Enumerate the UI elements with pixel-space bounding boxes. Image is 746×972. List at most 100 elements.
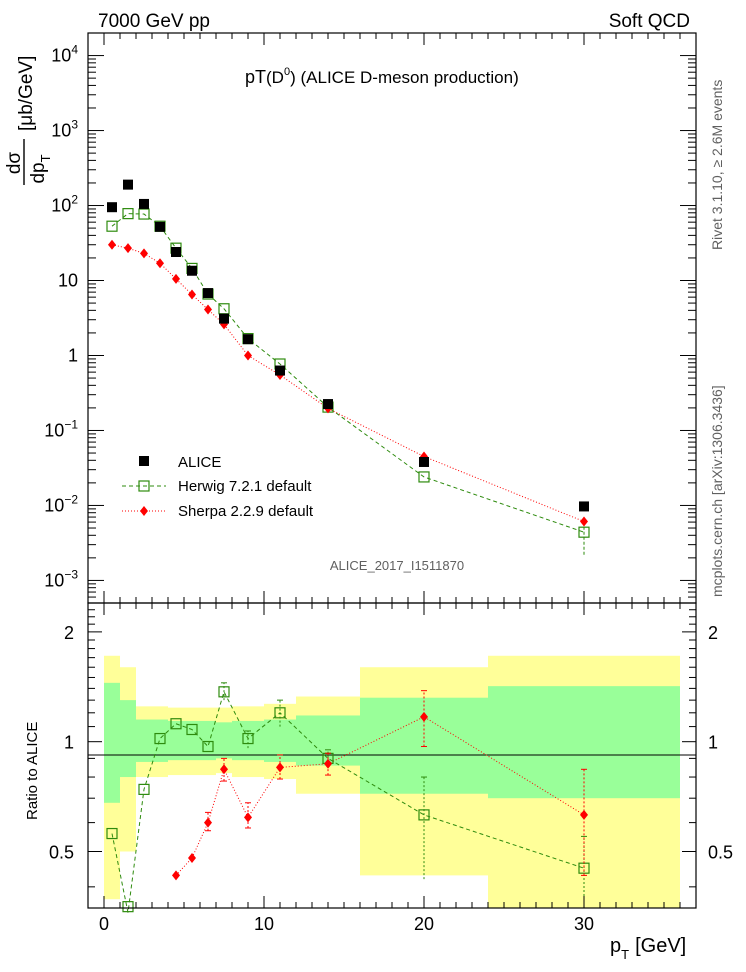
sherpa-point bbox=[156, 258, 164, 269]
y-tick-label-exp: 4 bbox=[71, 43, 78, 57]
ratio-band-inner bbox=[152, 719, 168, 762]
y-tick-label: 10−1 bbox=[44, 417, 78, 440]
sherpa-ratio-point bbox=[204, 817, 212, 828]
herwig-ratio-point bbox=[170, 718, 182, 730]
sherpa-ratio-point bbox=[172, 870, 180, 881]
y-tick-label-base: 10 bbox=[51, 196, 71, 216]
ratio-band-inner bbox=[184, 720, 200, 761]
x-label-main: p bbox=[610, 935, 621, 957]
herwig-ratio-line bbox=[111, 690, 585, 913]
herwig-point bbox=[138, 208, 150, 220]
alice-point bbox=[155, 221, 165, 232]
y-label-den-sub: T bbox=[38, 154, 53, 162]
alice-point bbox=[579, 501, 589, 512]
category-label: Soft QCD bbox=[609, 11, 690, 32]
herwig-point bbox=[578, 526, 590, 538]
ratio-band-inner bbox=[488, 686, 680, 799]
sherpa-point bbox=[244, 350, 252, 361]
herwig-ratio-point bbox=[154, 732, 166, 745]
sherpa-point bbox=[140, 248, 148, 259]
ratio-tick-label-right: 1 bbox=[708, 733, 718, 753]
y-tick-label: 1 bbox=[68, 345, 78, 365]
sherpa-point bbox=[188, 289, 196, 300]
ratio-axis-ticks: 0 10 20 30 0.5 0.5 1 1 2 2 bbox=[49, 602, 733, 934]
sherpa-point bbox=[204, 304, 212, 315]
legend-item-herwig: Herwig 7.2.1 default bbox=[122, 478, 312, 495]
legend-marker-herwig bbox=[138, 480, 150, 492]
energy-label: 7000 GeV pp bbox=[98, 11, 210, 32]
alice-point bbox=[275, 365, 285, 376]
herwig-point bbox=[106, 220, 118, 232]
y-tick-label: 104 bbox=[51, 43, 78, 66]
herwig-line bbox=[111, 213, 585, 533]
alice-point bbox=[203, 288, 213, 299]
plot-title-main: pT bbox=[245, 67, 266, 87]
ratio-band-inner bbox=[136, 719, 152, 762]
y-tick-label: 10 bbox=[58, 271, 78, 291]
y-tick-label: 10−2 bbox=[44, 492, 78, 515]
alice-point bbox=[123, 179, 133, 190]
alice-point bbox=[243, 334, 253, 345]
legend-label-herwig: Herwig 7.2.1 default bbox=[178, 478, 312, 495]
x-label-unit: [GeV] bbox=[635, 935, 686, 957]
sherpa-ratio-point bbox=[188, 852, 196, 863]
y-tick-label-base: 10 bbox=[58, 271, 78, 291]
legend-marker-sherpa bbox=[140, 506, 148, 516]
sherpa-point bbox=[108, 239, 116, 250]
x-tick-label: 0 bbox=[99, 914, 109, 934]
y-tick-label-exp: 2 bbox=[71, 193, 78, 207]
legend-label-alice: ALICE bbox=[178, 454, 221, 471]
herwig-ratio-point bbox=[242, 732, 254, 745]
alice-point bbox=[139, 198, 149, 209]
x-label-sub: T bbox=[621, 947, 629, 962]
sherpa-ratio-point bbox=[244, 812, 252, 823]
ratio-panel: 0 10 20 30 0.5 0.5 1 1 2 2 bbox=[49, 602, 733, 934]
y-tick-label-base: 10 bbox=[44, 495, 64, 515]
ratio-band-inner bbox=[120, 700, 136, 778]
ratio-uncertainty-bands bbox=[104, 655, 680, 908]
sherpa-ratio-point bbox=[324, 758, 332, 769]
ratio-y-label: Ratio to ALICE bbox=[24, 722, 41, 820]
alice-point bbox=[219, 313, 229, 324]
x-tick-label: 20 bbox=[414, 914, 434, 934]
ratio-band-inner bbox=[216, 722, 232, 759]
herwig-ratio-point bbox=[186, 723, 198, 736]
ratio-series bbox=[106, 682, 590, 913]
ratio-tick-label-right: 0.5 bbox=[708, 842, 733, 862]
plot-title-sup: 0 bbox=[284, 66, 290, 78]
y-tick-label-exp: −2 bbox=[64, 492, 78, 506]
y-tick-label-exp: −1 bbox=[64, 417, 78, 431]
legend: ALICE Herwig 7.2.1 default Sherpa 2.2.9 … bbox=[122, 454, 314, 520]
sherpa-point bbox=[172, 273, 180, 284]
ratio-band-inner bbox=[168, 720, 184, 761]
y-tick-label-base: 10 bbox=[51, 121, 71, 141]
x-tick-label: 30 bbox=[574, 914, 594, 934]
rivet-label: Rivet 3.1.10, ≥ 2.6M events bbox=[709, 80, 725, 250]
alice-point bbox=[107, 202, 117, 213]
y-label-numerator: dσ bbox=[4, 152, 25, 175]
legend-item-alice: ALICE bbox=[139, 454, 221, 471]
main-series bbox=[106, 179, 590, 555]
alice-point bbox=[419, 456, 429, 467]
y-tick-label-base: 1 bbox=[68, 345, 78, 365]
herwig-ratio-point bbox=[106, 827, 118, 840]
sherpa-ratio-point bbox=[420, 711, 428, 722]
alice-point bbox=[187, 265, 197, 276]
y-tick-label: 103 bbox=[51, 118, 78, 141]
herwig-ratio-point bbox=[122, 901, 134, 913]
y-tick-label-exp: 3 bbox=[71, 118, 78, 132]
alice-point bbox=[171, 247, 181, 258]
herwig-point bbox=[122, 208, 134, 220]
herwig-ratio-point bbox=[138, 783, 150, 795]
ratio-tick-label-left: 1 bbox=[64, 733, 74, 753]
y-tick-label-exp: −3 bbox=[64, 567, 78, 581]
ratio-band-inner bbox=[200, 720, 216, 761]
plot-title: pT(D0) (ALICE D-meson production) bbox=[245, 66, 519, 87]
y-label-unit: [μb/GeV] bbox=[16, 56, 37, 131]
herwig-point bbox=[418, 471, 430, 483]
alice-point bbox=[323, 399, 333, 410]
sherpa-ratio-point bbox=[580, 809, 588, 820]
herwig-ratio-point bbox=[418, 809, 430, 821]
